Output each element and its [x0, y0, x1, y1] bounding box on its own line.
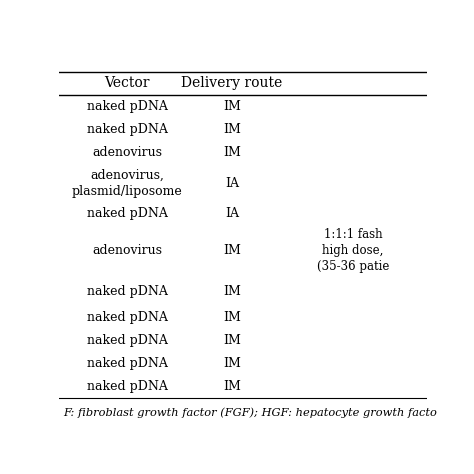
Text: naked pDNA: naked pDNA [87, 100, 168, 113]
Text: IM: IM [223, 357, 241, 370]
Text: naked pDNA: naked pDNA [87, 380, 168, 393]
Text: IA: IA [225, 177, 239, 190]
Text: IM: IM [223, 146, 241, 159]
Text: 1:1:1 fash
high dose,
(35-36 patie: 1:1:1 fash high dose, (35-36 patie [317, 228, 389, 273]
Text: Delivery route: Delivery route [181, 76, 283, 90]
Text: naked pDNA: naked pDNA [87, 334, 168, 347]
Text: IM: IM [223, 284, 241, 298]
Text: IM: IM [223, 311, 241, 324]
Text: IM: IM [223, 123, 241, 136]
Text: naked pDNA: naked pDNA [87, 357, 168, 370]
Text: naked pDNA: naked pDNA [87, 123, 168, 136]
Text: IM: IM [223, 100, 241, 113]
Text: naked pDNA: naked pDNA [87, 284, 168, 298]
Text: IM: IM [223, 380, 241, 393]
Text: adenovirus: adenovirus [92, 244, 162, 257]
Text: F: fibroblast growth factor (FGF); HGF: hepatocyte growth facto: F: fibroblast growth factor (FGF); HGF: … [63, 408, 437, 418]
Text: naked pDNA: naked pDNA [87, 311, 168, 324]
Text: IM: IM [223, 244, 241, 257]
Text: IM: IM [223, 334, 241, 347]
Text: IA: IA [225, 207, 239, 220]
Text: Vector: Vector [104, 76, 150, 90]
Text: naked pDNA: naked pDNA [87, 207, 168, 220]
Text: adenovirus,
plasmid/liposome: adenovirus, plasmid/liposome [72, 169, 182, 198]
Text: adenovirus: adenovirus [92, 146, 162, 159]
